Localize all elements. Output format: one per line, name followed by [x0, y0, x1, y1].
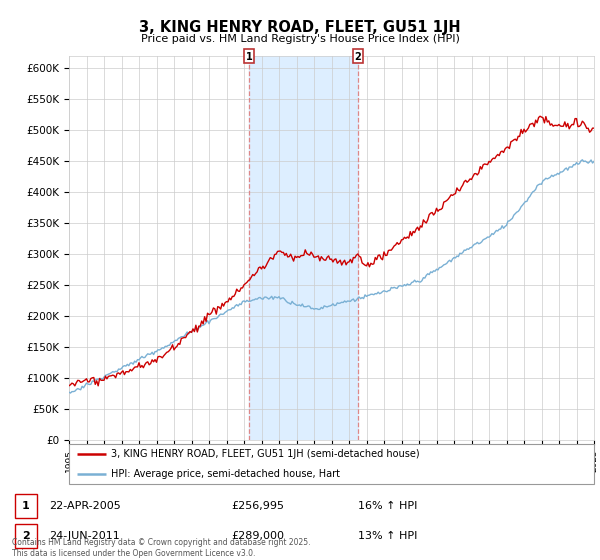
Text: 1: 1 [246, 52, 253, 62]
Text: 24-JUN-2011: 24-JUN-2011 [49, 531, 120, 541]
Text: Price paid vs. HM Land Registry's House Price Index (HPI): Price paid vs. HM Land Registry's House … [140, 34, 460, 44]
Bar [15, 524, 37, 548]
Text: 13% ↑ HPI: 13% ↑ HPI [358, 531, 417, 541]
Bar [244, 49, 254, 63]
Bar [15, 494, 37, 519]
Text: 2: 2 [355, 52, 361, 62]
Text: 3, KING HENRY ROAD, FLEET, GU51 1JH: 3, KING HENRY ROAD, FLEET, GU51 1JH [139, 20, 461, 35]
Text: £256,995: £256,995 [231, 501, 284, 511]
Bar [249, 56, 358, 440]
Text: 1: 1 [22, 501, 29, 511]
Text: 2: 2 [22, 531, 29, 541]
Text: 16% ↑ HPI: 16% ↑ HPI [358, 501, 417, 511]
Text: HPI: Average price, semi-detached house, Hart: HPI: Average price, semi-detached house,… [111, 469, 340, 479]
Text: 3, KING HENRY ROAD, FLEET, GU51 1JH (semi-detached house): 3, KING HENRY ROAD, FLEET, GU51 1JH (sem… [111, 449, 419, 459]
Text: 22-APR-2005: 22-APR-2005 [49, 501, 121, 511]
Bar [353, 49, 363, 63]
Text: Contains HM Land Registry data © Crown copyright and database right 2025.
This d: Contains HM Land Registry data © Crown c… [12, 538, 311, 558]
Text: £289,000: £289,000 [231, 531, 284, 541]
